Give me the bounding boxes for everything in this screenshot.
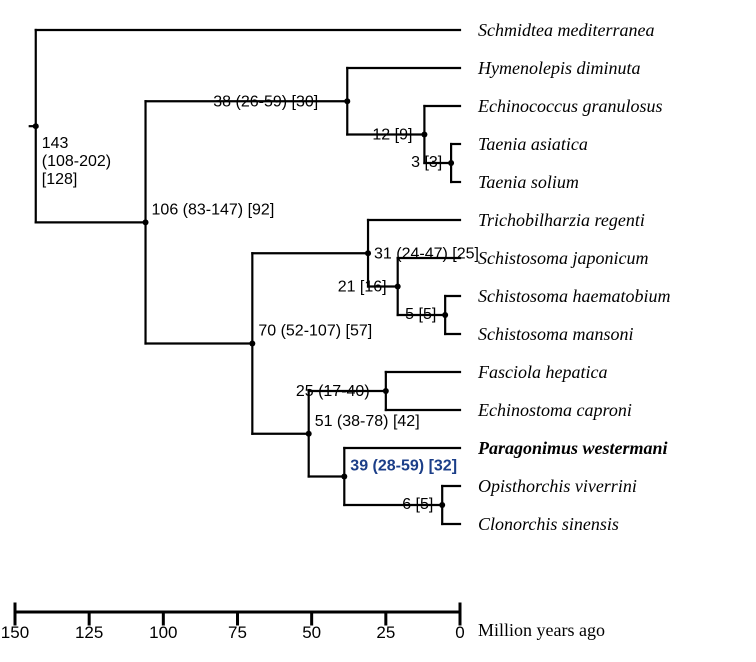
node-label-n12: 12 [9] <box>372 127 412 144</box>
species-shae: Schistosoma haematobium <box>478 286 671 306</box>
time-axis: 150 125 100 75 50 25 0 Million years ago <box>1 604 605 642</box>
axis-tick-25: 25 <box>376 623 395 642</box>
axis-tick-150: 150 <box>1 623 29 642</box>
axis-tick-50: 50 <box>302 623 321 642</box>
axis-title: Million years ago <box>478 620 605 640</box>
node-label-n39: 39 (28-59) [32] <box>350 458 457 475</box>
phylogeny-tree: 143(108-202)[128] 106 (83-147) [92] 38 (26… <box>0 0 756 662</box>
species-hdim: Hymenolepis diminuta <box>477 58 640 78</box>
species-egra: Echinococcus granulosus <box>477 96 662 116</box>
node-label-root: 143(108-202)[128] <box>42 135 111 188</box>
axis-tick-100: 100 <box>149 623 177 642</box>
species-sjap: Schistosoma japonicum <box>478 248 649 268</box>
internal-nodes: 143(108-202)[128] 106 (83-147) [92] 38 (26… <box>33 93 479 513</box>
species-tasi: Taenia asiatica <box>478 134 588 154</box>
species-fhep: Fasciola hepatica <box>477 362 607 382</box>
axis-tick-125: 125 <box>75 623 103 642</box>
species-labels: Schmidtea mediterranea Hymenolepis diminu… <box>477 20 671 534</box>
species-smed: Schmidtea mediterranea <box>478 20 654 40</box>
node-label-n21: 21 [16] <box>338 279 387 296</box>
node-label-n106: 106 (83-147) [92] <box>152 201 275 218</box>
species-oviv: Opisthorchis viverrini <box>478 476 637 496</box>
axis-tick-75: 75 <box>228 623 247 642</box>
node-label-n70: 70 (52-107) [57] <box>258 323 372 340</box>
species-pwes: Paragonimus westermani <box>477 438 668 458</box>
node-label-n5a: 5 [5] <box>405 306 436 323</box>
node-label-n51: 51 (38-78) [42] <box>315 413 420 430</box>
species-ecap: Echinostoma caproni <box>477 400 632 420</box>
node-label-n25: 25 (17-40) <box>296 383 370 400</box>
species-treg: Trichobilharzia regenti <box>478 210 645 230</box>
species-tsol: Taenia solium <box>478 172 579 192</box>
node-label-n6: 6 [5] <box>402 496 433 513</box>
node-label-n31: 31 (24-47) [25] <box>374 245 479 262</box>
species-sman: Schistosoma mansoni <box>478 324 634 344</box>
axis-tick-0: 0 <box>455 623 464 642</box>
species-csin: Clonorchis sinensis <box>478 514 619 534</box>
node-label-n38: 38 (26-59) [30] <box>213 93 318 110</box>
node-label-n3: 3 [3] <box>411 154 442 171</box>
